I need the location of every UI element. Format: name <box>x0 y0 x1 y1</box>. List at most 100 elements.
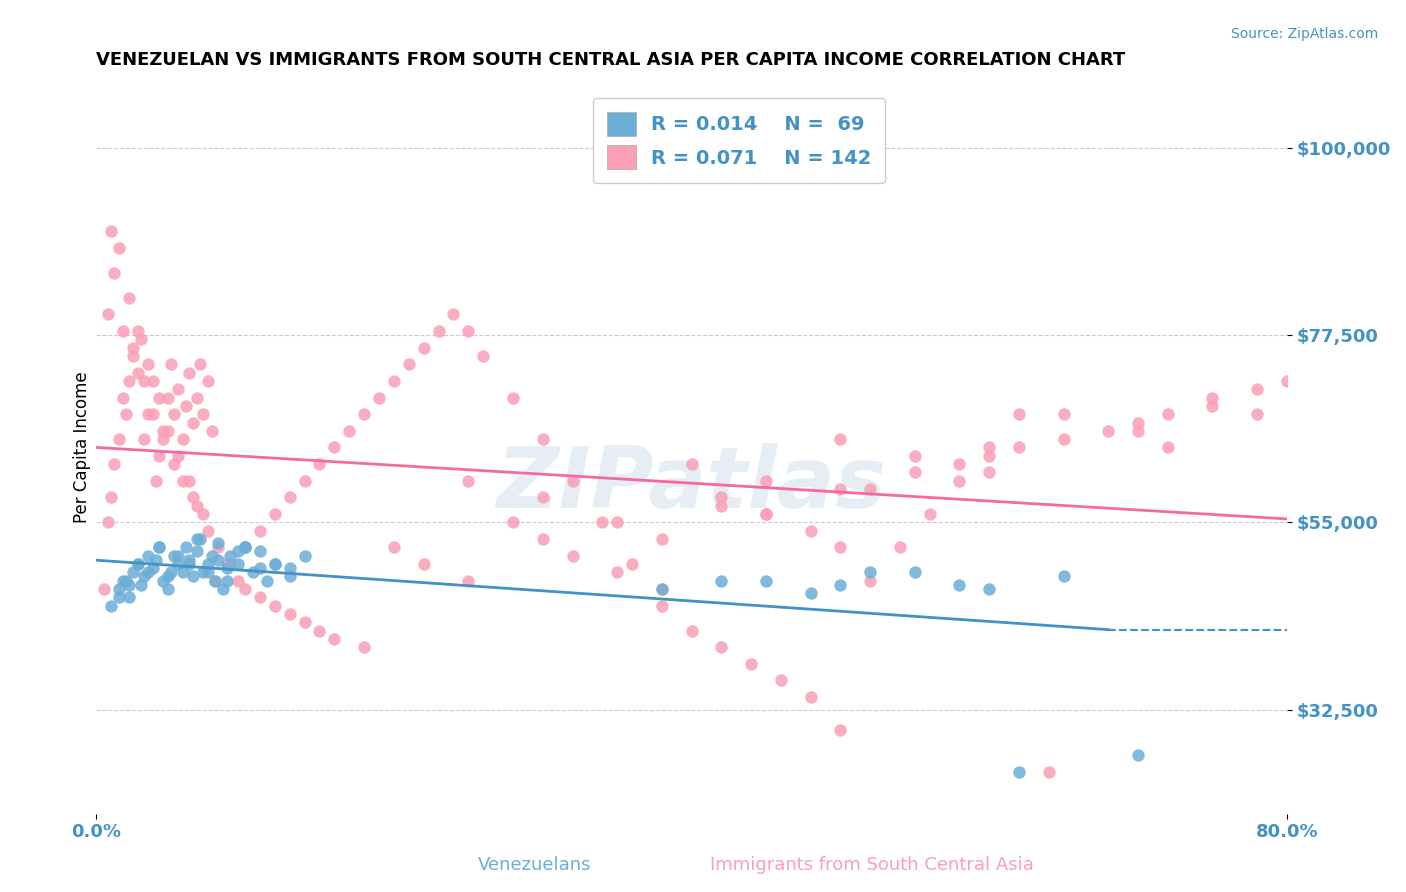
Point <box>107 241 129 255</box>
Point <box>190 357 212 371</box>
Point <box>1157 441 1180 455</box>
Point <box>115 407 138 421</box>
Point <box>197 374 219 388</box>
Point <box>186 544 208 558</box>
Point <box>457 474 479 488</box>
Point <box>118 591 141 605</box>
Point <box>651 532 673 546</box>
Point <box>353 640 375 655</box>
Point <box>1008 764 1031 779</box>
Point <box>681 457 703 471</box>
Point <box>740 657 762 671</box>
Point <box>710 574 733 588</box>
Point <box>142 561 165 575</box>
Point <box>148 541 170 555</box>
Point <box>186 499 208 513</box>
Point <box>152 574 174 588</box>
Point <box>118 374 141 388</box>
Point <box>621 557 644 571</box>
Point <box>830 541 852 555</box>
Point <box>308 457 330 471</box>
Point <box>1053 432 1076 446</box>
Point <box>118 578 141 592</box>
Point <box>457 574 479 588</box>
Point <box>256 574 278 588</box>
Point <box>177 366 200 380</box>
Point <box>308 624 330 638</box>
Point <box>174 541 197 555</box>
Point <box>219 557 242 571</box>
Point <box>145 553 167 567</box>
Point <box>167 382 190 396</box>
Point <box>186 532 208 546</box>
Point <box>136 407 159 421</box>
Point <box>136 549 159 563</box>
Point <box>323 441 346 455</box>
Point <box>122 566 145 580</box>
Point <box>1201 391 1223 405</box>
Point <box>129 332 152 346</box>
Point <box>167 549 190 563</box>
Y-axis label: Per Capita Income: Per Capita Income <box>73 372 90 524</box>
Point <box>107 591 129 605</box>
Point <box>226 574 249 588</box>
Point <box>112 324 135 338</box>
Point <box>1157 407 1180 421</box>
Point <box>197 557 219 571</box>
Point <box>979 582 1001 596</box>
Point <box>918 507 941 521</box>
Point <box>1008 441 1031 455</box>
Point <box>156 424 179 438</box>
Point <box>174 399 197 413</box>
Point <box>167 557 190 571</box>
Point <box>502 391 524 405</box>
Point <box>177 553 200 567</box>
Point <box>156 391 179 405</box>
Point <box>651 582 673 596</box>
Point <box>207 541 229 555</box>
Point <box>148 541 170 555</box>
Point <box>152 424 174 438</box>
Point <box>115 574 138 588</box>
Point <box>217 574 239 588</box>
Point <box>201 424 224 438</box>
Text: Venezuelans: Venezuelans <box>478 856 591 874</box>
Point <box>217 561 239 575</box>
Point <box>93 582 115 596</box>
Point <box>1275 374 1298 388</box>
Point <box>1126 424 1149 438</box>
Point <box>249 561 271 575</box>
Point <box>127 557 149 571</box>
Point <box>156 569 179 583</box>
Point <box>710 640 733 655</box>
Point <box>412 557 434 571</box>
Point <box>531 432 554 446</box>
Point <box>948 457 970 471</box>
Point <box>152 432 174 446</box>
Point <box>263 507 285 521</box>
Point <box>193 507 215 521</box>
Point <box>148 449 170 463</box>
Point <box>249 524 271 538</box>
Text: Source: ZipAtlas.com: Source: ZipAtlas.com <box>1230 27 1378 41</box>
Point <box>186 391 208 405</box>
Point <box>591 516 613 530</box>
Point <box>1053 407 1076 421</box>
Point <box>112 574 135 588</box>
Point <box>382 374 405 388</box>
Point <box>889 541 911 555</box>
Point <box>233 541 256 555</box>
Point <box>233 541 256 555</box>
Point <box>97 516 120 530</box>
Point <box>979 441 1001 455</box>
Point <box>172 432 194 446</box>
Point <box>263 599 285 613</box>
Point <box>398 357 420 371</box>
Point <box>561 549 583 563</box>
Point <box>457 324 479 338</box>
Point <box>755 507 778 521</box>
Point <box>606 566 628 580</box>
Point <box>368 391 391 405</box>
Point <box>1038 764 1060 779</box>
Point <box>132 569 155 583</box>
